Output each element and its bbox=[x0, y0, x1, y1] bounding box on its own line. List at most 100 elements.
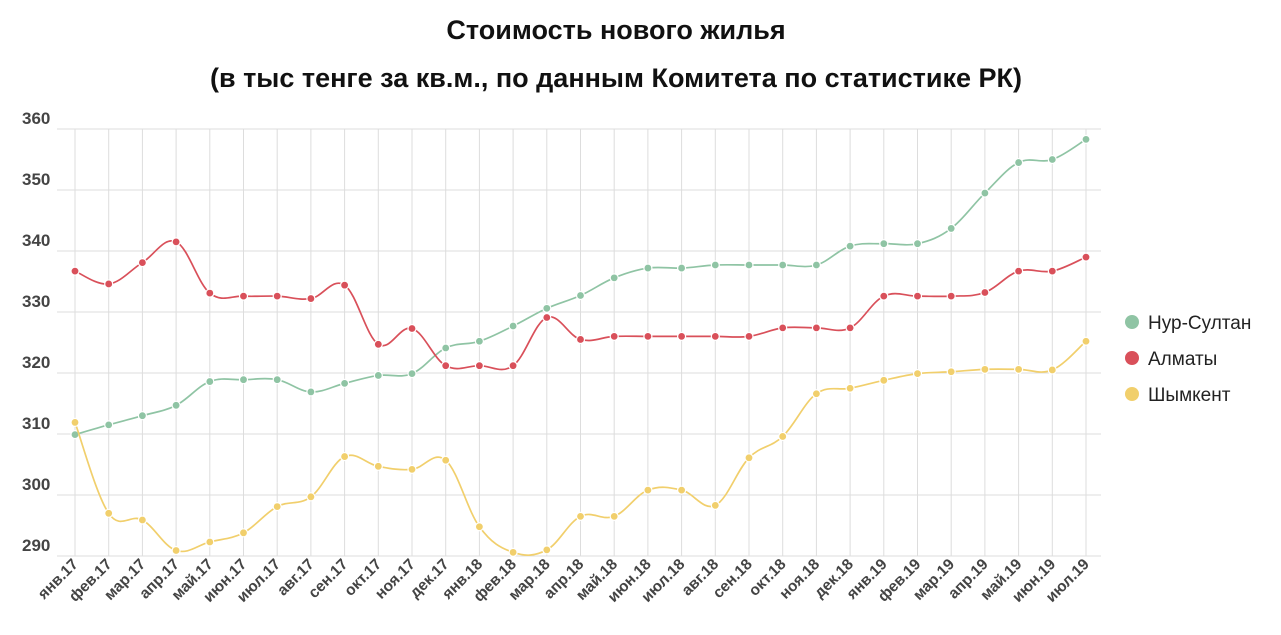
data-point bbox=[1013, 364, 1024, 374]
data-point bbox=[811, 260, 822, 270]
legend: Нур-Султан Алматы Шымкент bbox=[1125, 313, 1251, 406]
data-point bbox=[1047, 266, 1057, 276]
data-point bbox=[946, 223, 956, 234]
y-tick-label: 340 bbox=[22, 231, 50, 250]
data-point bbox=[171, 400, 181, 410]
data-point bbox=[238, 528, 249, 538]
data-point bbox=[272, 291, 282, 301]
data-point bbox=[542, 545, 552, 555]
data-point bbox=[407, 323, 417, 334]
data-point bbox=[508, 547, 518, 557]
data-point bbox=[609, 273, 619, 283]
data-point bbox=[575, 511, 586, 521]
data-point bbox=[744, 453, 754, 463]
data-point bbox=[710, 500, 720, 510]
data-point bbox=[676, 263, 687, 273]
data-point bbox=[407, 464, 417, 474]
data-point bbox=[879, 239, 889, 249]
data-point bbox=[643, 485, 653, 495]
data-point bbox=[373, 339, 383, 349]
data-point bbox=[744, 260, 754, 270]
data-point bbox=[845, 241, 855, 251]
legend-label: Алматы bbox=[1148, 349, 1217, 370]
data-point bbox=[575, 334, 586, 345]
data-point bbox=[306, 492, 316, 502]
data-point bbox=[879, 291, 889, 301]
data-point bbox=[238, 375, 249, 385]
data-point bbox=[238, 291, 249, 301]
y-tick-label: 290 bbox=[22, 536, 50, 555]
data-point bbox=[306, 293, 316, 304]
data-point bbox=[676, 331, 687, 341]
data-point bbox=[407, 369, 417, 379]
data-point bbox=[70, 266, 80, 276]
data-point bbox=[1047, 154, 1057, 165]
data-point bbox=[946, 367, 956, 377]
data-point bbox=[1013, 157, 1024, 168]
data-point bbox=[373, 370, 383, 381]
data-point bbox=[104, 279, 114, 289]
data-point bbox=[912, 291, 923, 301]
data-point bbox=[1047, 365, 1057, 375]
chart-title: Стоимость нового жилья bbox=[446, 15, 785, 45]
data-point bbox=[340, 378, 350, 388]
data-point bbox=[845, 383, 855, 393]
data-point bbox=[879, 375, 889, 385]
data-point bbox=[1081, 336, 1091, 346]
data-point bbox=[474, 522, 484, 532]
data-point bbox=[980, 364, 990, 374]
data-point bbox=[980, 287, 990, 298]
y-tick-label: 310 bbox=[22, 414, 50, 433]
data-point bbox=[946, 291, 956, 301]
data-point bbox=[643, 263, 653, 273]
data-point bbox=[171, 545, 181, 556]
data-point bbox=[778, 323, 788, 333]
data-point bbox=[272, 375, 282, 385]
legend-label: Шымкент bbox=[1148, 385, 1231, 406]
data-point bbox=[575, 290, 586, 301]
data-point bbox=[373, 461, 383, 471]
grid-lines bbox=[57, 128, 1101, 557]
data-point bbox=[778, 260, 788, 270]
data-point bbox=[205, 376, 215, 387]
data-point bbox=[104, 420, 114, 430]
y-tick-label: 330 bbox=[22, 292, 50, 311]
legend-marker bbox=[1125, 315, 1139, 329]
data-point bbox=[778, 431, 788, 442]
data-point bbox=[474, 336, 484, 346]
x-axis: янв.17фев.17мар.17апр.17май.17июн.17июл.… bbox=[35, 556, 1093, 606]
data-point bbox=[744, 331, 754, 341]
chart-subtitle: (в тыс тенге за кв.м., по данным Комитет… bbox=[210, 63, 1022, 93]
data-point bbox=[609, 511, 619, 521]
data-point bbox=[171, 237, 181, 247]
legend-label: Нур-Султан bbox=[1148, 313, 1251, 334]
data-point bbox=[441, 455, 451, 465]
series-lines bbox=[70, 134, 1091, 557]
data-point bbox=[137, 515, 147, 525]
data-point bbox=[676, 485, 687, 495]
data-point bbox=[542, 312, 552, 323]
data-point bbox=[710, 331, 720, 341]
data-point bbox=[340, 451, 350, 462]
data-point bbox=[912, 369, 923, 379]
data-point bbox=[980, 188, 990, 198]
data-point bbox=[1081, 134, 1091, 144]
data-point bbox=[205, 288, 215, 298]
data-point bbox=[1081, 252, 1091, 262]
data-point bbox=[609, 331, 619, 341]
data-point bbox=[441, 361, 451, 371]
data-point bbox=[542, 303, 552, 313]
data-point bbox=[643, 331, 653, 341]
data-point bbox=[272, 501, 282, 512]
data-point bbox=[710, 260, 720, 270]
y-axis: 290 300 310 320 330 340 350 360 bbox=[22, 109, 50, 555]
series-3 bbox=[70, 336, 1091, 557]
data-point bbox=[811, 389, 822, 399]
data-point bbox=[474, 361, 484, 371]
data-point bbox=[912, 239, 923, 249]
y-tick-label: 350 bbox=[22, 170, 50, 189]
y-tick-label: 360 bbox=[22, 109, 50, 128]
legend-marker bbox=[1125, 351, 1139, 365]
